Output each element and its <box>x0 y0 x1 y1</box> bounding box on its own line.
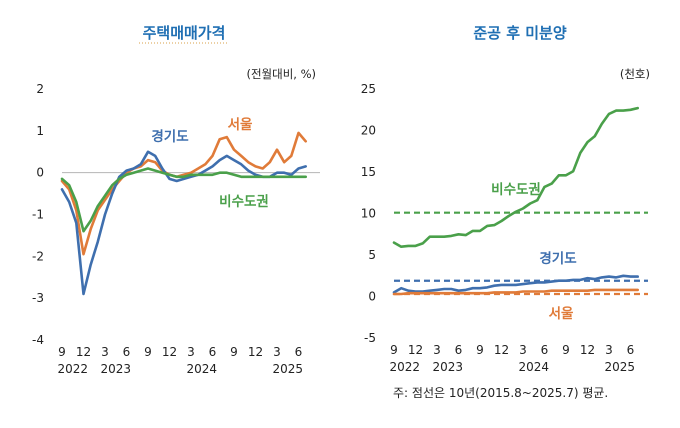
y-tick-label: -3 <box>32 291 44 305</box>
y-tick-label: 2 <box>36 82 44 96</box>
x-tick-label: 9 <box>58 345 66 359</box>
x-tick-label: 9 <box>144 345 152 359</box>
x-tick-label: 3 <box>605 343 613 357</box>
x-tick-label: 12 <box>408 343 423 357</box>
x-tick-label: 3 <box>519 343 527 357</box>
x-year-label: 2025 <box>604 360 635 374</box>
chart-title: 준공 후 미분양 <box>473 24 566 42</box>
x-tick-label: 6 <box>295 345 303 359</box>
y-tick-label: -4 <box>32 333 44 347</box>
x-year-label: 2024 <box>518 360 549 374</box>
x-tick-label: 12 <box>580 343 595 357</box>
x-year-label: 2022 <box>389 360 420 374</box>
x-tick-label: 3 <box>273 345 281 359</box>
x-tick-label: 12 <box>494 343 509 357</box>
x-year-label: 2024 <box>186 362 217 376</box>
y-tick-label: 0 <box>36 166 44 180</box>
series-label: 서울 <box>549 305 574 322</box>
chart-note: 주: 점선은 10년(2015.8~2025.7) 평균. <box>393 386 608 400</box>
y-tick-label: 0 <box>368 290 376 304</box>
y-tick-label: 10 <box>361 207 376 221</box>
chart-title: 주택매매가격 <box>143 24 226 42</box>
y-tick-label: 25 <box>361 82 376 96</box>
series-line <box>60 131 307 256</box>
y-tick-label: 15 <box>361 165 376 179</box>
x-tick-label: 9 <box>390 343 398 357</box>
chart-panel-1: 주택매매가격(전월대비, %)210-1-2-3-49 12 3 6 9 12 3 6 9 12 3… <box>32 24 320 376</box>
x-year-label: 2025 <box>272 362 303 376</box>
x-year-label: 2023 <box>432 360 463 374</box>
series-label: 비수도권 <box>219 194 269 210</box>
x-tick-label: 9 <box>562 343 570 357</box>
y-tick-label: 5 <box>368 248 376 262</box>
x-tick-label: 12 <box>248 345 263 359</box>
y-tick-label: -5 <box>364 331 376 345</box>
series-line <box>60 167 307 233</box>
unit-label: (전월대비, %) <box>246 67 316 81</box>
unit-label: (천호) <box>620 67 650 81</box>
x-year-label: 2023 <box>100 362 131 376</box>
series-line <box>392 288 639 296</box>
x-tick-label: 6 <box>541 343 549 357</box>
x-tick-label: 3 <box>433 343 441 357</box>
series-label: 서울 <box>228 116 253 133</box>
y-tick-label: 1 <box>36 124 44 138</box>
x-tick-label: 6 <box>455 343 463 357</box>
y-tick-label: 20 <box>361 124 376 138</box>
series-label: 비수도권 <box>491 182 541 198</box>
x-tick-label: 9 <box>230 345 238 359</box>
series-line <box>392 106 639 248</box>
x-tick-label: 6 <box>627 343 635 357</box>
x-tick-label: 6 <box>209 345 217 359</box>
series-line <box>392 274 639 294</box>
x-year-label: 2022 <box>57 362 88 376</box>
x-tick-label: 3 <box>187 345 195 359</box>
y-tick-label: -2 <box>32 249 44 263</box>
y-tick-label: -1 <box>32 208 44 222</box>
x-tick-label: 12 <box>76 345 91 359</box>
x-tick-label: 3 <box>101 345 109 359</box>
series-label: 경기도 <box>151 128 189 145</box>
x-tick-label: 9 <box>476 343 484 357</box>
series-label: 경기도 <box>539 250 577 267</box>
x-tick-label: 6 <box>123 345 131 359</box>
x-tick-label: 12 <box>162 345 177 359</box>
